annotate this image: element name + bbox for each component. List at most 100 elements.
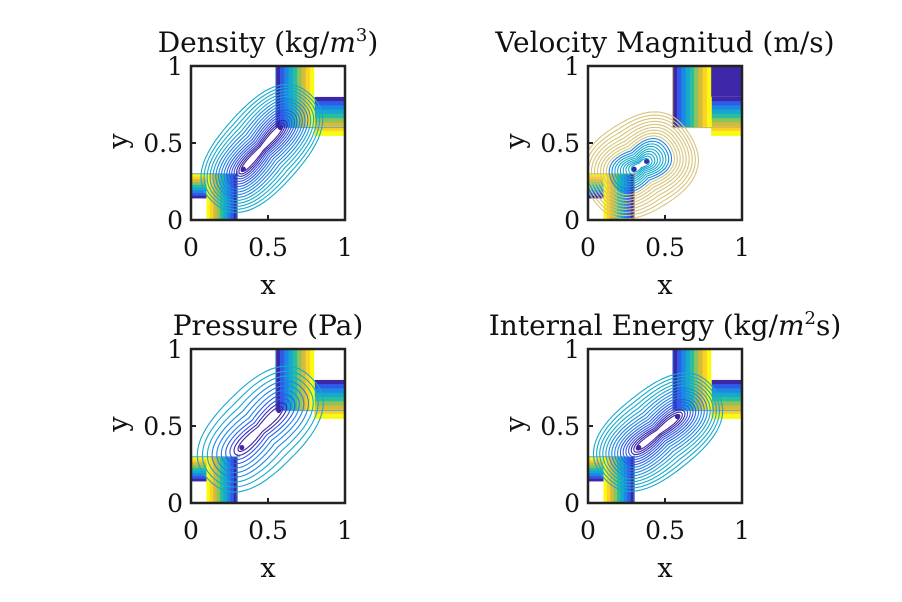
- band-lower-horizontal: [191, 176, 207, 180]
- contour-level: [218, 101, 306, 196]
- y-tick-label: 1: [167, 335, 183, 364]
- band-upper-horizontal: [314, 113, 345, 119]
- contour-level: [605, 384, 711, 480]
- panel-pressure: Pressure (Pa) 0 0.5 1 0 0.5 1 x y: [103, 309, 363, 584]
- contour-core: [631, 166, 637, 172]
- band-lower-horizontal: [588, 470, 604, 474]
- x-axis-label: x: [657, 553, 672, 584]
- title-variable: m: [778, 309, 805, 342]
- band-upper-horizontal: [711, 384, 742, 389]
- x-tick-label: 0: [183, 516, 199, 545]
- title-main: Velocity Magnitud (m/s): [494, 26, 834, 59]
- contour-core: [277, 125, 283, 131]
- band-upper-horizontal: [711, 405, 742, 411]
- contour-level: [220, 389, 300, 469]
- contour-level: [628, 406, 689, 458]
- title-superscript: 3: [356, 25, 367, 46]
- y-tick-label: 0: [167, 206, 183, 235]
- band-upper-horizontal: [711, 396, 742, 402]
- band-lower-vertical: [630, 456, 635, 503]
- contour-level: [619, 399, 697, 466]
- band-upper-vertical: [694, 66, 699, 128]
- band-lower-vertical: [233, 456, 238, 503]
- band-upper-vertical: [284, 349, 290, 411]
- contour-level: [200, 83, 324, 213]
- x-tick-label: 0.5: [248, 516, 288, 545]
- x-axis-label: x: [260, 553, 275, 584]
- band-lower-vertical: [627, 456, 632, 503]
- band-upper-horizontal: [314, 105, 345, 111]
- contour-level: [209, 92, 315, 204]
- contour-level: [617, 145, 664, 185]
- y-tick-label: 1: [167, 52, 183, 81]
- y-tick-label: 0: [167, 489, 183, 518]
- band-lower-horizontal: [588, 465, 604, 469]
- band-upper-horizontal: [711, 96, 742, 102]
- band-upper-vertical: [685, 66, 691, 128]
- band-lower-horizontal: [588, 459, 604, 463]
- band-upper-vertical: [292, 349, 298, 411]
- contour-level: [630, 157, 650, 173]
- band-lower-horizontal: [588, 456, 604, 461]
- band-upper-horizontal: [314, 384, 345, 389]
- contour-level: [596, 126, 684, 204]
- contour-core: [674, 414, 680, 420]
- band-lower-horizontal: [588, 475, 604, 480]
- contour-lines: [592, 372, 724, 492]
- band-upper-horizontal: [711, 109, 742, 115]
- y-tick-label: 0.5: [540, 129, 580, 158]
- contour-level: [212, 95, 312, 202]
- band-upper-horizontal: [711, 401, 742, 407]
- band-lower-horizontal: [191, 182, 207, 186]
- x-tick-label: 1: [337, 233, 353, 262]
- band-upper-vertical: [706, 66, 712, 128]
- band-upper-vertical: [698, 66, 704, 128]
- band-lower-horizontal: [191, 478, 207, 483]
- band-upper-corner: [711, 349, 742, 380]
- band-lower-horizontal: [191, 179, 207, 183]
- contour-level: [228, 112, 296, 185]
- band-upper-horizontal: [314, 101, 345, 106]
- contour-level: [633, 411, 683, 453]
- contour-level: [588, 117, 693, 213]
- band-lower-vertical: [613, 173, 618, 220]
- contour-core: [644, 158, 650, 164]
- contour-level: [599, 378, 717, 486]
- contour-level: [233, 117, 291, 180]
- contour-level: [635, 413, 681, 451]
- title-tail: s): [816, 309, 841, 342]
- contour-level: [203, 86, 321, 210]
- band-lower-vertical: [617, 456, 622, 503]
- band-upper-vertical: [672, 349, 678, 411]
- band-upper-vertical: [301, 349, 307, 411]
- band-lower-corner: [191, 198, 207, 220]
- x-tick-label: 0: [580, 233, 596, 262]
- band-lower-vertical: [606, 456, 611, 503]
- band-upper-corner: [314, 349, 345, 380]
- title-tail: ): [367, 26, 378, 59]
- band-upper-horizontal: [314, 388, 345, 394]
- band-upper-horizontal: [314, 96, 345, 102]
- contour-lines: [200, 83, 324, 213]
- band-lower-horizontal: [588, 478, 604, 483]
- contour-level: [231, 114, 293, 182]
- band-upper-vertical: [689, 66, 695, 128]
- y-tick-label: 1: [564, 335, 580, 364]
- band-lower-vertical: [620, 456, 625, 503]
- contour-level: [588, 111, 699, 220]
- y-tick-label: 0: [564, 206, 580, 235]
- x-tick-label: 0.5: [645, 233, 685, 262]
- band-upper-horizontal: [711, 122, 742, 128]
- contour-bands: [588, 66, 742, 220]
- contour-level: [611, 390, 705, 474]
- x-tick-label: 0: [183, 233, 199, 262]
- panel-velocity: Velocity Magnitud (m/s) 0 0.5 1 0 0.5 1 x y: [494, 26, 834, 301]
- band-lower-vertical: [216, 456, 221, 503]
- band-upper-horizontal: [314, 396, 345, 402]
- band-upper-horizontal: [711, 105, 742, 111]
- band-lower-vertical: [613, 456, 618, 503]
- x-axis-label: x: [657, 270, 672, 301]
- x-tick-label: 0.5: [248, 233, 288, 262]
- contour-core: [239, 445, 245, 451]
- band-lower-vertical: [226, 456, 231, 503]
